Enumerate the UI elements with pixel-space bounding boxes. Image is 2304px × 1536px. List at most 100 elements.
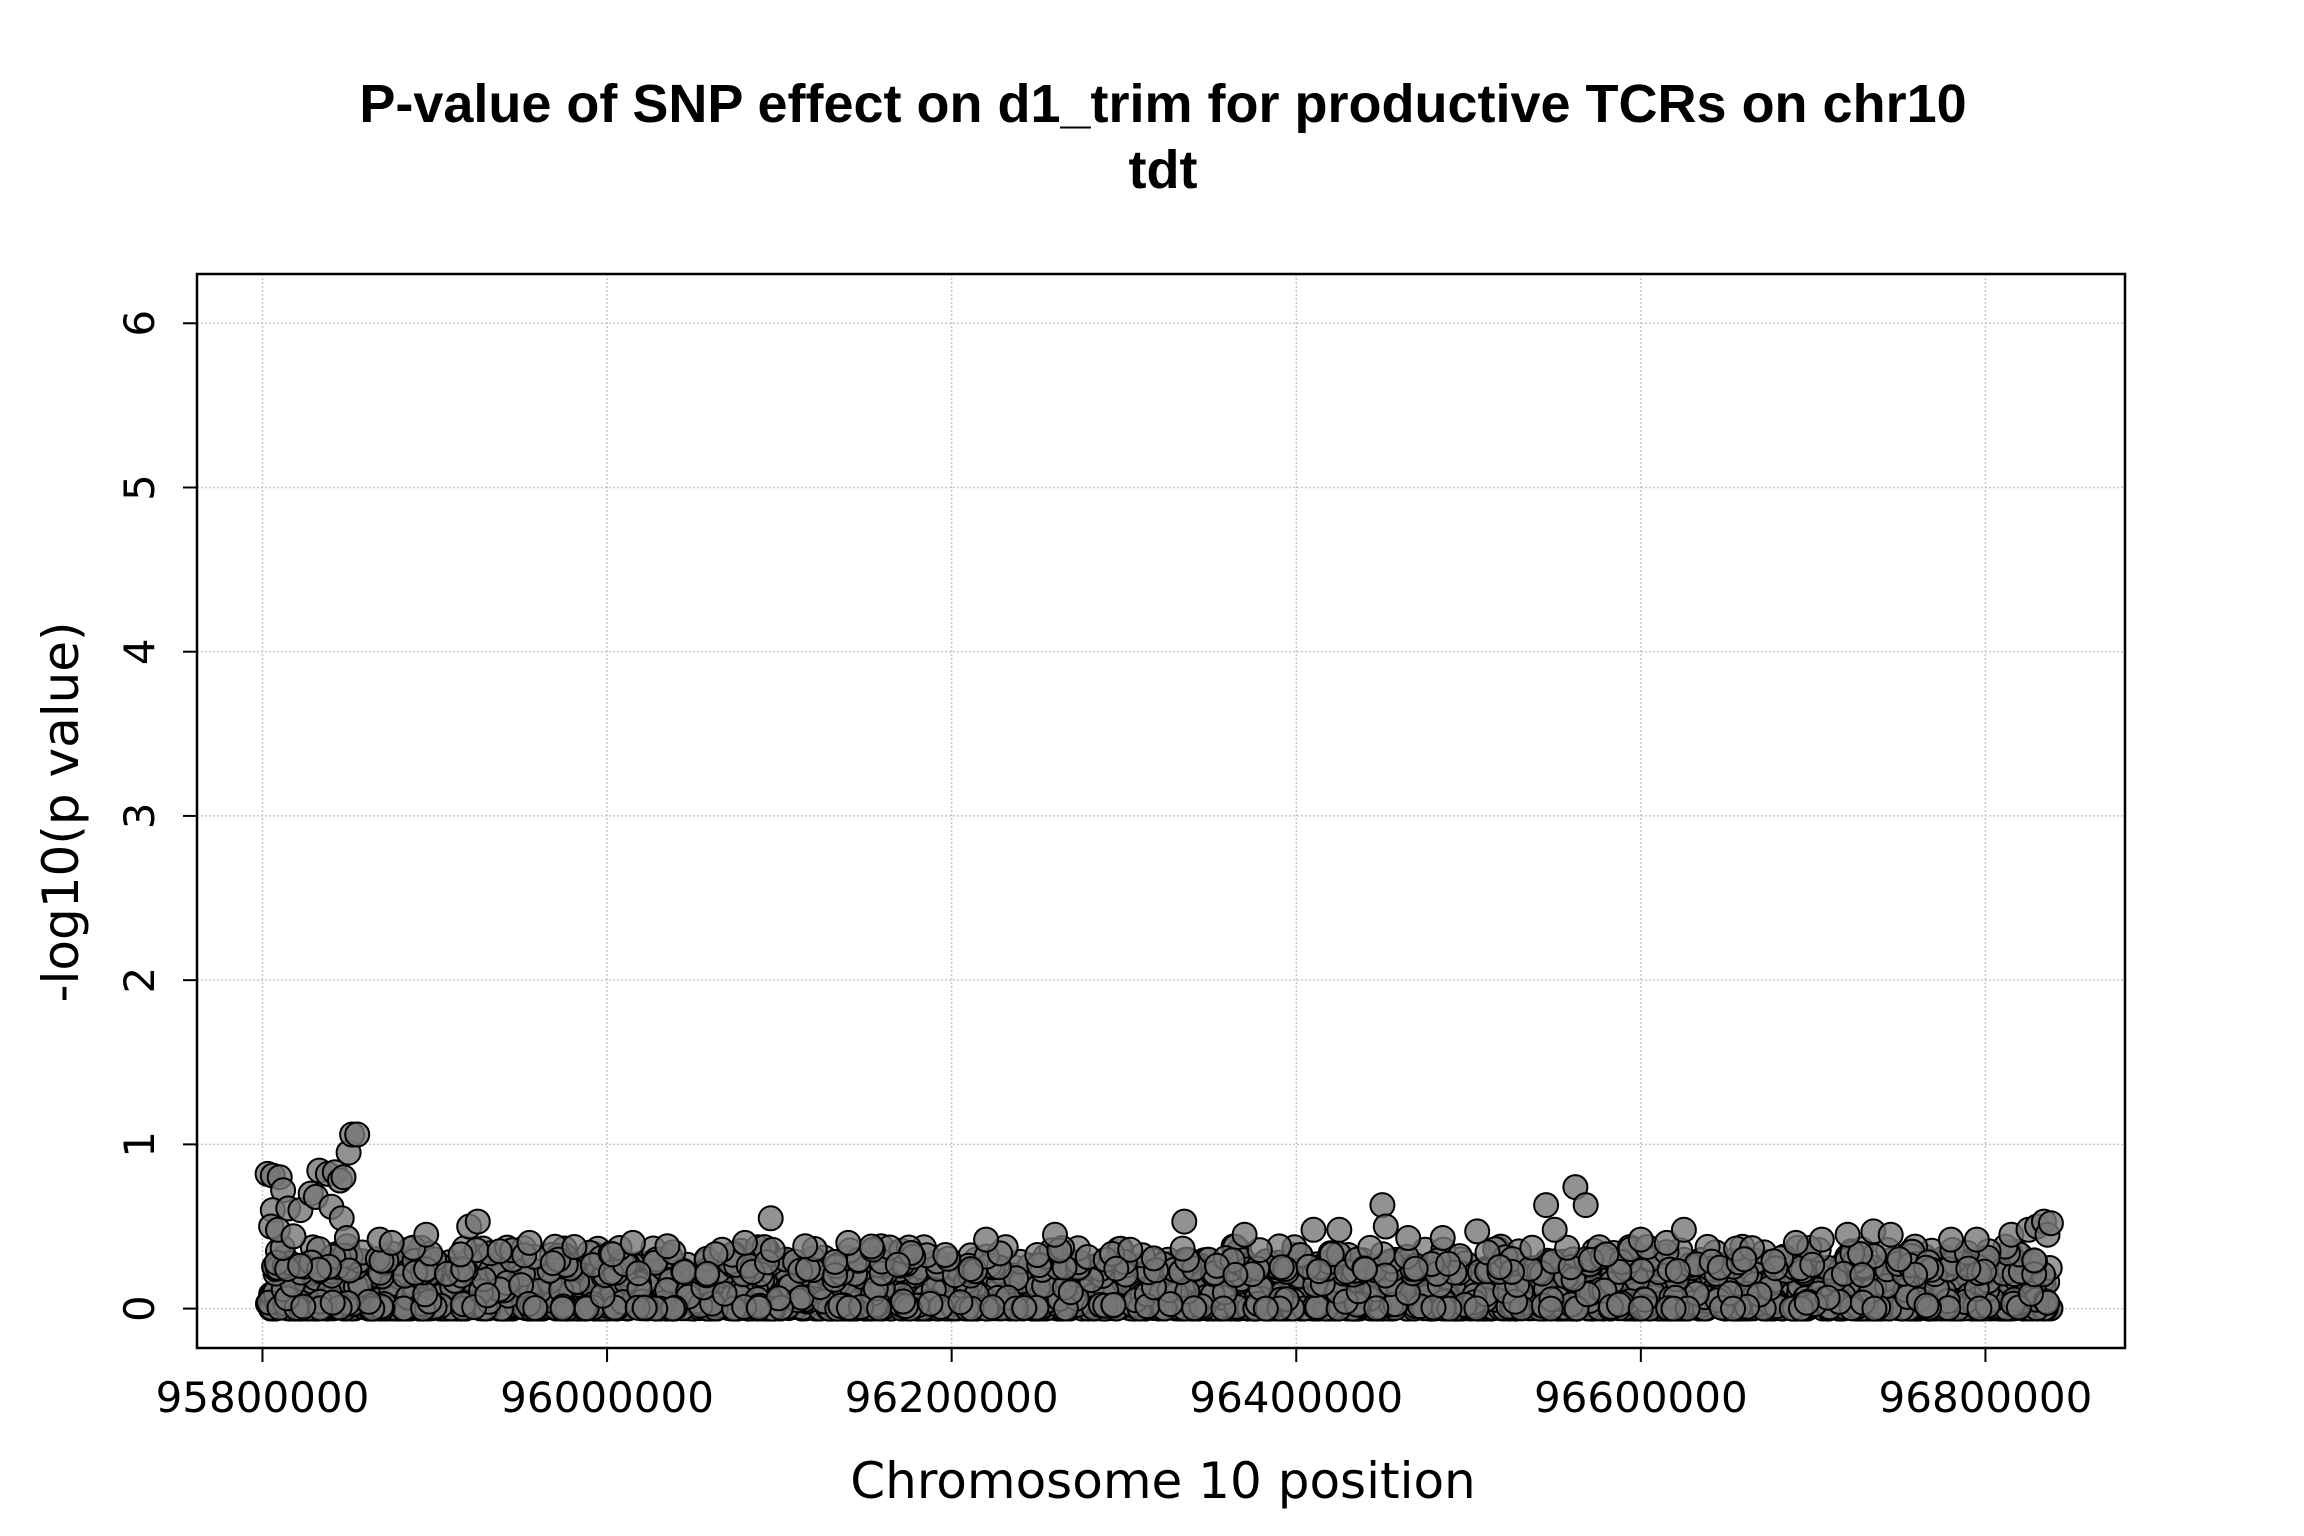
snp-point <box>1246 1237 1273 1264</box>
snp-point <box>858 1233 885 1260</box>
snp-point <box>1157 1291 1184 1318</box>
snp-point <box>412 1281 439 1308</box>
snp-point <box>1169 1235 1196 1262</box>
snp-point <box>290 1293 317 1320</box>
chart-subtitle: tdt <box>1129 140 1198 200</box>
snp-point <box>1606 1291 1632 1318</box>
snp-point <box>1966 1295 1993 1322</box>
chart-title: P-value of SNP effect on d1_trim for pro… <box>359 74 1966 134</box>
snp-point <box>330 1164 357 1191</box>
snp-point <box>866 1295 893 1322</box>
snp-point <box>1877 1221 1904 1248</box>
snp-point <box>447 1241 474 1268</box>
snp-point <box>1140 1245 1167 1272</box>
snp-point <box>1670 1216 1697 1243</box>
snp-point <box>1660 1295 1687 1322</box>
y-axis-label: -log10(p value) <box>32 621 90 1002</box>
snp-point <box>1268 1254 1295 1281</box>
snp-point <box>516 1229 543 1256</box>
snp-point <box>947 1289 974 1316</box>
snp-point <box>1435 1250 1462 1277</box>
snp-point <box>344 1121 371 1148</box>
snp-point <box>464 1208 491 1235</box>
snp-point <box>2037 1210 2064 1237</box>
snp-point <box>1117 1236 1144 1263</box>
snp-point <box>1653 1229 1680 1256</box>
snp-point <box>1537 1295 1564 1322</box>
snp-point <box>1760 1248 1787 1275</box>
snp-point <box>474 1282 501 1309</box>
snp-point <box>561 1234 588 1260</box>
snp-point <box>1519 1234 1546 1261</box>
data-points <box>254 1121 2064 1322</box>
snp-point <box>745 1294 772 1321</box>
snp-point <box>711 1280 738 1307</box>
snp-point <box>884 1251 911 1278</box>
snp-point <box>1103 1255 1130 1282</box>
snp-point <box>631 1294 658 1321</box>
x-tick-label: 96600000 <box>1534 1373 1748 1422</box>
snp-point <box>599 1241 626 1268</box>
snp-point <box>486 1238 513 1265</box>
snp-point <box>757 1205 784 1232</box>
snp-point <box>1372 1213 1399 1240</box>
snp-point <box>1606 1258 1633 1285</box>
x-tick-label: 96400000 <box>1189 1373 1403 1422</box>
snp-point <box>1011 1294 1038 1321</box>
snp-point <box>1486 1254 1513 1281</box>
snp-point <box>1627 1295 1654 1322</box>
snp-point <box>319 1289 346 1316</box>
x-axis-label: Chromosome 10 position <box>850 1452 1476 1510</box>
snp-point <box>413 1221 440 1248</box>
snp-point <box>2021 1247 2048 1274</box>
y-tick-label: 5 <box>115 474 164 501</box>
snp-point <box>1627 1226 1654 1253</box>
snp-point <box>1593 1241 1620 1268</box>
snp-point <box>1363 1295 1390 1322</box>
x-tick-label: 96000000 <box>500 1373 714 1422</box>
snp-point <box>694 1260 721 1287</box>
snp-point <box>1861 1295 1888 1322</box>
snp-point <box>1554 1234 1581 1261</box>
snp-point <box>1628 1258 1655 1284</box>
snp-point <box>522 1295 549 1321</box>
snp-point <box>973 1226 1000 1253</box>
snp-point <box>1902 1261 1929 1288</box>
snp-point <box>671 1259 698 1286</box>
snp-point <box>1834 1221 1861 1248</box>
snp-point <box>890 1288 917 1315</box>
snp-point <box>1731 1246 1758 1273</box>
snp-point <box>1395 1225 1422 1251</box>
snp-point <box>1782 1229 1809 1256</box>
snp-point <box>333 1225 360 1251</box>
y-tick-label: 0 <box>115 1295 164 1322</box>
axes: 95800000 96000000 96200000 96400000 96600000… <box>115 310 2092 1422</box>
snp-point <box>280 1223 307 1250</box>
snp-point <box>1252 1295 1279 1322</box>
snp-point <box>1808 1226 1835 1253</box>
snp-point <box>1886 1246 1913 1273</box>
snp-point <box>932 1242 959 1268</box>
snp-point <box>1799 1251 1826 1278</box>
x-tick-label: 96800000 <box>1879 1373 2093 1422</box>
snp-point <box>1402 1255 1429 1282</box>
snp-point <box>1181 1295 1208 1322</box>
snp-point <box>1042 1221 1068 1248</box>
x-tick-label: 96200000 <box>845 1373 1059 1422</box>
y-tick-label: 2 <box>115 967 164 994</box>
snp-point <box>822 1248 849 1275</box>
x-tick-label: 95800000 <box>156 1373 370 1422</box>
snp-point <box>1793 1289 1820 1316</box>
snp-point <box>1369 1192 1396 1219</box>
snp-point <box>378 1229 405 1256</box>
snp-point <box>835 1294 862 1321</box>
snp-point <box>1938 1226 1964 1253</box>
snp-point <box>1024 1242 1051 1268</box>
snp-point <box>917 1290 944 1317</box>
y-tick-label: 3 <box>115 803 164 830</box>
snp-point <box>1664 1258 1691 1284</box>
snp-point <box>287 1252 314 1279</box>
snp-point <box>731 1229 758 1256</box>
plot-frame <box>195 272 2127 1350</box>
